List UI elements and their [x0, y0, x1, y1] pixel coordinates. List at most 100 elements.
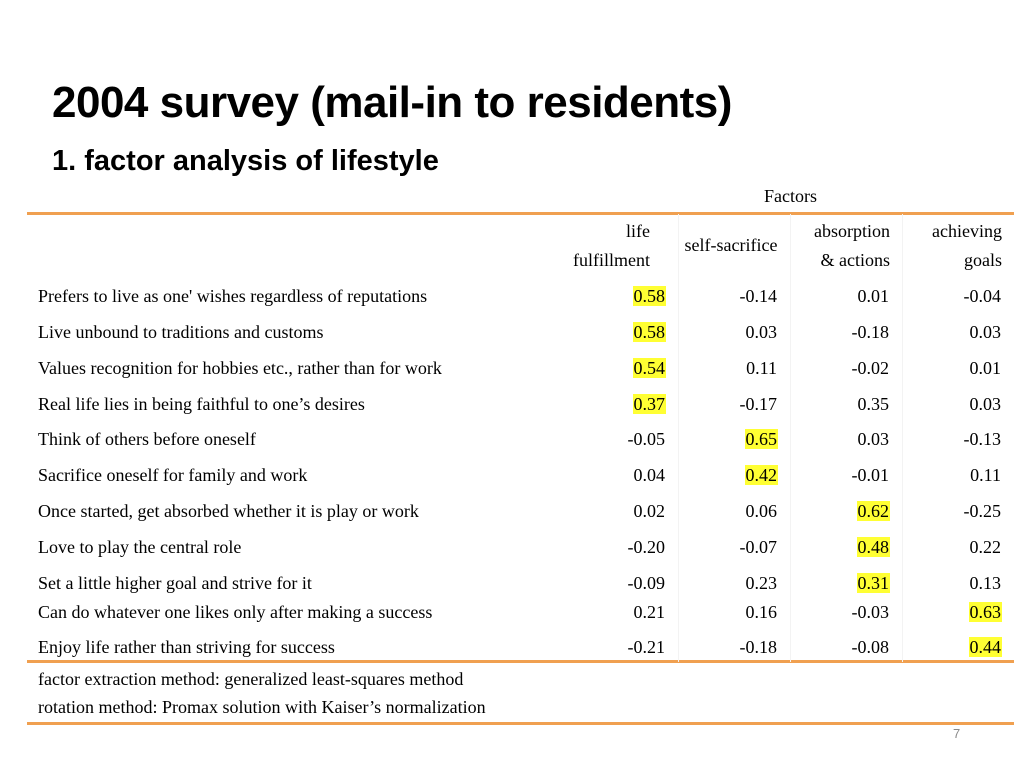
loading-value: 0.02	[633, 501, 666, 521]
table-top-rule	[27, 212, 1014, 215]
highlighted-loading-value: 0.63	[968, 602, 1002, 622]
factor-loading-cell: -0.14	[739, 281, 779, 311]
loading-value: 0.23	[745, 573, 778, 593]
row-label: Can do whatever one likes only after mak…	[38, 602, 433, 622]
loading-value: -0.20	[627, 537, 666, 557]
highlighted-loading-value: 0.37	[632, 394, 666, 414]
factor-loading-cell: 0.31	[856, 568, 890, 598]
factor-loading-cell: 0.63	[968, 597, 1002, 627]
factor-loading-cell: -0.20	[627, 532, 667, 562]
loading-value: 0.01	[969, 358, 1002, 378]
loading-value: -0.01	[851, 465, 890, 485]
factor-loading-cell: 0.65	[744, 424, 778, 454]
row-label: Think of others before oneself	[38, 429, 256, 449]
table-bottom-rule	[27, 722, 1014, 725]
loading-value: 0.11	[970, 465, 1001, 485]
table-row: Once started, get absorbed whether it is…	[0, 496, 1024, 526]
page-number: 7	[953, 726, 961, 741]
table-row: Sacrifice oneself for family and work 0.0…	[0, 460, 1024, 490]
loading-value: -0.17	[739, 394, 778, 414]
row-label: Sacrifice oneself for family and work	[38, 465, 308, 485]
highlighted-loading-value: 0.65	[744, 429, 778, 449]
table-row: Set a little higher goal and strive for …	[0, 568, 1024, 598]
loading-value: 0.16	[745, 602, 778, 622]
table-note-extraction: factor extraction method: generalized le…	[38, 669, 464, 689]
table-row: Can do whatever one likes only after mak…	[0, 597, 1024, 627]
table-row: Live unbound to traditions and customs 0.…	[0, 317, 1024, 347]
loading-value: -0.21	[627, 637, 666, 657]
highlighted-loading-value: 0.62	[856, 501, 890, 521]
table-body-bottom-rule	[27, 660, 1014, 663]
row-label: Once started, get absorbed whether it is…	[38, 501, 419, 521]
factor-loading-cell: -0.07	[739, 532, 779, 562]
loading-value: 0.06	[745, 501, 778, 521]
loading-value: -0.07	[739, 537, 778, 557]
factor-loading-cell: 0.01	[969, 353, 1003, 383]
table-row: Love to play the central role -0.20 -0.07 0…	[0, 532, 1024, 562]
loading-value: 0.21	[633, 602, 666, 622]
factor-loading-cell: -0.21	[627, 632, 667, 662]
factor-loading-cell: 0.02	[633, 496, 667, 526]
factor-loading-cell: 0.54	[632, 353, 666, 383]
column-header-absorption-actions: absorption & actions	[814, 221, 890, 270]
factor-loading-cell: 0.23	[745, 568, 779, 598]
loading-value: 0.01	[857, 286, 890, 306]
factor-loading-cell: -0.01	[851, 460, 891, 490]
factor-loading-cell: 0.58	[632, 281, 666, 311]
factor-loading-cell: 0.58	[632, 317, 666, 347]
factor-loading-cell: 0.03	[857, 424, 891, 454]
slide-subtitle: 1. factor analysis of lifestyle	[52, 145, 439, 177]
loading-value: -0.03	[851, 602, 890, 622]
factor-loading-cell: 0.04	[633, 460, 667, 490]
loading-value: -0.02	[851, 358, 890, 378]
factor-loading-cell: -0.03	[851, 597, 891, 627]
row-label: Values recognition for hobbies etc., rat…	[38, 358, 442, 378]
loading-value: 0.35	[857, 394, 890, 414]
column-header-self-sacrifice: self-sacrifice	[684, 235, 778, 255]
highlighted-loading-value: 0.44	[968, 637, 1002, 657]
factor-loading-cell: 0.01	[857, 281, 891, 311]
factor-loading-cell: 0.11	[969, 460, 1002, 490]
highlighted-loading-value: 0.54	[632, 358, 666, 378]
loading-value: -0.25	[963, 501, 1002, 521]
factor-loading-cell: -0.17	[739, 389, 779, 419]
factor-loading-cell: 0.37	[632, 389, 666, 419]
factor-loading-cell: -0.04	[963, 281, 1003, 311]
factor-loading-cell: 0.48	[856, 532, 890, 562]
factor-loading-cell: 0.11	[745, 353, 778, 383]
table-row: Think of others before oneself -0.05 0.65 0…	[0, 424, 1024, 454]
factor-loading-cell: -0.18	[739, 632, 779, 662]
factor-loading-cell: -0.08	[851, 632, 891, 662]
column-separator	[902, 214, 903, 662]
row-label: Set a little higher goal and strive for …	[38, 573, 312, 593]
column-header-life-fulfillment: life fulfillment	[573, 221, 650, 270]
loading-value: 0.13	[969, 573, 1002, 593]
table-row: Enjoy life rather than striving for succ…	[0, 632, 1024, 662]
factor-loading-cell: 0.42	[744, 460, 778, 490]
factor-loading-cell: 0.16	[745, 597, 779, 627]
factor-loading-cell: 0.03	[969, 389, 1003, 419]
loading-value: -0.18	[851, 322, 890, 342]
factor-loading-cell: -0.25	[963, 496, 1003, 526]
loading-value: 0.11	[746, 358, 777, 378]
column-header-achieving-goals: achieving goals	[932, 221, 1002, 270]
highlighted-loading-value: 0.31	[856, 573, 890, 593]
highlighted-loading-value: 0.42	[744, 465, 778, 485]
table-row: Values recognition for hobbies etc., rat…	[0, 353, 1024, 383]
factor-loading-cell: 0.03	[745, 317, 779, 347]
factor-loading-cell: 0.35	[857, 389, 891, 419]
loading-value: -0.09	[627, 573, 666, 593]
table-row: Real life lies in being faithful to one’…	[0, 389, 1024, 419]
highlighted-loading-value: 0.48	[856, 537, 890, 557]
loading-value: -0.08	[851, 637, 890, 657]
row-label: Enjoy life rather than striving for succ…	[38, 637, 335, 657]
row-label: Live unbound to traditions and customs	[38, 322, 324, 342]
factor-loading-cell: -0.18	[851, 317, 891, 347]
factor-loading-cell: 0.62	[856, 496, 890, 526]
loading-value: 0.03	[745, 322, 778, 342]
loading-value: -0.18	[739, 637, 778, 657]
row-label: Prefers to live as one' wishes regardles…	[38, 286, 428, 306]
column-separator	[678, 214, 679, 662]
factor-loading-cell: -0.13	[963, 424, 1003, 454]
slide-title: 2004 survey (mail-in to residents)	[52, 78, 732, 127]
